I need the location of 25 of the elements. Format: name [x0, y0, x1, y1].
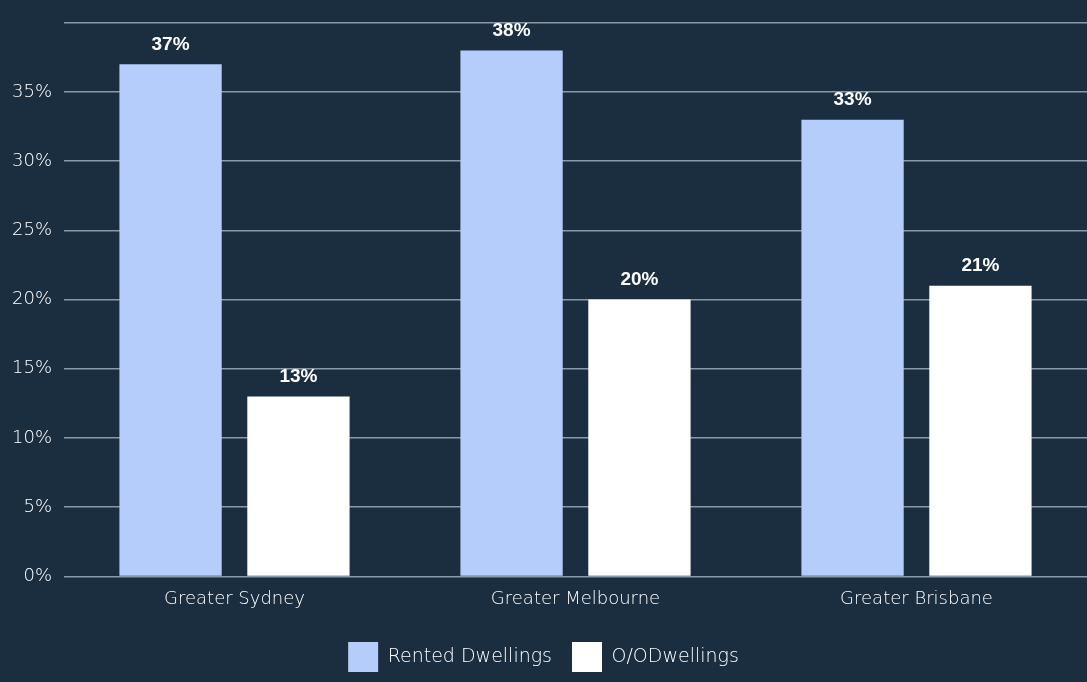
bar [460, 50, 563, 576]
bar [801, 119, 904, 576]
y-tick-label: 15% [11, 356, 53, 378]
data-label: 33% [833, 88, 872, 110]
y-tick-label: 5% [23, 494, 53, 516]
data-label: 37% [151, 33, 190, 55]
y-tick-label: 25% [11, 218, 53, 240]
legend-label: Rented Dwellings [387, 643, 553, 666]
data-label: 13% [279, 365, 318, 387]
data-label: 20% [620, 268, 659, 290]
y-tick-label: 30% [11, 148, 53, 170]
x-tick-label: Greater Melbourne [490, 586, 661, 608]
y-tick-label: 10% [11, 425, 53, 447]
y-tick-label: 0% [23, 564, 53, 586]
legend-label: O/ODwellings [611, 643, 739, 666]
y-tick-label: 35% [11, 79, 53, 101]
bar [588, 299, 691, 576]
y-tick-label: 20% [11, 287, 53, 309]
x-tick-label: Greater Sydney [164, 586, 305, 608]
x-tick-label: Greater Brisbane [840, 586, 993, 608]
bar [247, 396, 350, 576]
bar [119, 64, 222, 576]
bar [929, 285, 1032, 576]
data-label: 38% [492, 19, 531, 41]
data-label: 21% [961, 254, 1000, 276]
